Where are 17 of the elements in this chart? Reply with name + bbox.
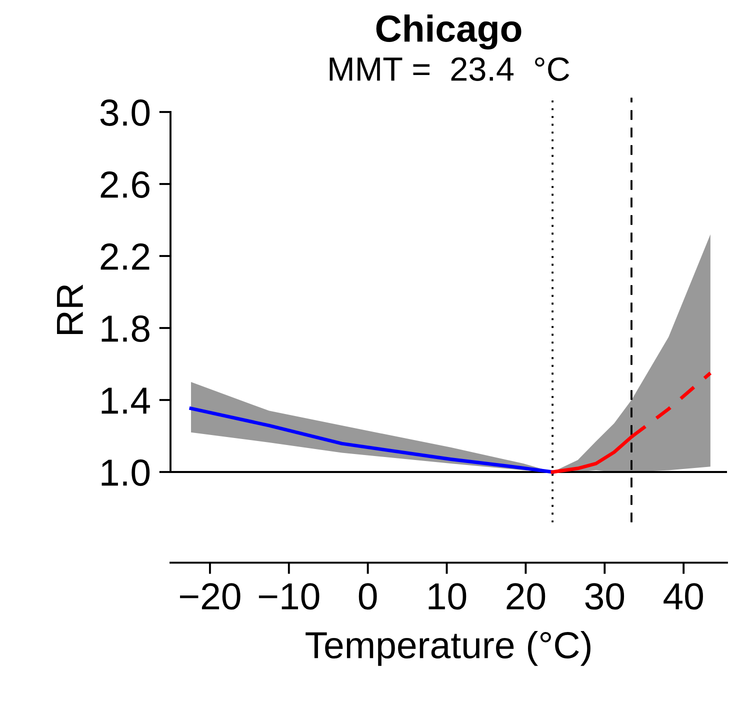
x-tick-label: 20 xyxy=(506,583,546,610)
x-tick-label: 10 xyxy=(428,583,466,610)
x-axis-title: Temperature (°C) xyxy=(306,630,590,666)
x-tick-label: 0 xyxy=(358,583,377,610)
y-tick-label: 1.8 xyxy=(102,315,150,342)
y-tick-label: 2.6 xyxy=(100,171,150,198)
y-tick-label: 1.0 xyxy=(102,459,150,486)
chart-title: Chicago xyxy=(376,14,522,50)
chart-subtitle: MMT = 23.4 °C xyxy=(330,57,570,81)
x-tick-label: 40 xyxy=(664,583,703,610)
y-tick-label: 3.0 xyxy=(100,99,150,126)
y-axis-title: RR xyxy=(57,284,83,334)
x-tick-label: −10 xyxy=(258,583,320,610)
y-tick-label: 1.4 xyxy=(102,388,150,414)
x-tick-label: −20 xyxy=(180,583,240,610)
x-tick-label: 30 xyxy=(585,583,624,610)
y-tick-label: 2.2 xyxy=(100,243,150,270)
